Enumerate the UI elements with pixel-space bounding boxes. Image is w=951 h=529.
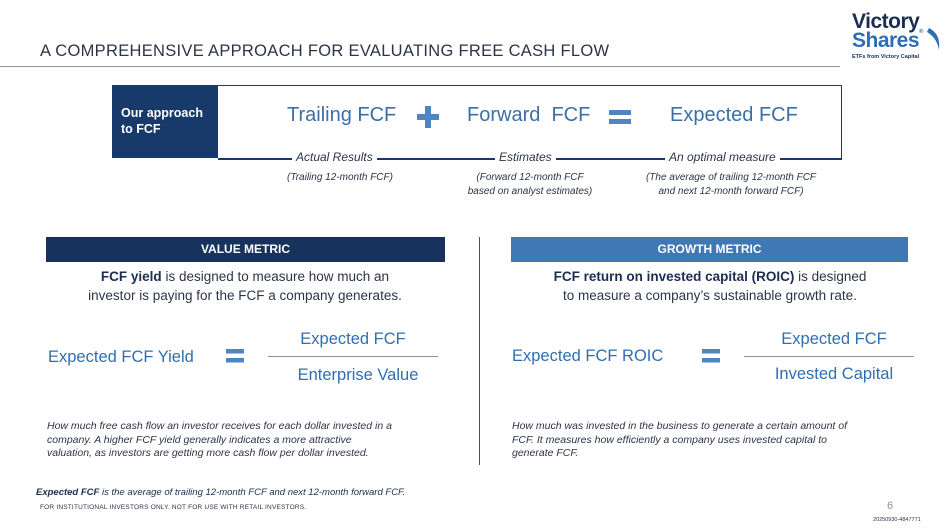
approach-frame [218, 85, 842, 158]
value-equals-icon [226, 349, 244, 363]
growth-metric-description: FCF return on invested capital (ROIC) is… [553, 269, 867, 303]
value-metric-heading: VALUE METRIC [46, 237, 445, 262]
page-number: 6 [887, 500, 894, 512]
optimal-measure-label: An optimal measure [665, 150, 780, 164]
value-metric-note: How much free cash flow an investor rece… [47, 420, 392, 459]
estimates-note: (Forward 12-month FCF based on analyst e… [467, 172, 593, 197]
value-denominator: Enterprise Value [297, 366, 419, 384]
growth-equals-icon [702, 349, 720, 363]
expected-fcf-yield-label: Expected FCF Yield [48, 348, 194, 366]
optimal-measure-note: (The average of trailing 12-month FCF an… [645, 172, 817, 197]
growth-denominator: Invested Capital [774, 365, 894, 383]
actual-results-label: Actual Results [292, 150, 377, 164]
disclaimer: FOR INSTITUTIONAL INVESTORS ONLY. NOT FO… [40, 504, 307, 511]
trailing-fcf-term: Trailing FCF [287, 104, 397, 126]
plus-icon [417, 106, 439, 128]
page-title: A COMPREHENSIVE APPROACH FOR EVALUATING … [40, 42, 610, 60]
value-fraction-bar [268, 356, 438, 357]
document-code: 20250930-4847771 [873, 517, 921, 523]
estimates-label: Estimates [495, 150, 556, 164]
logo-swoosh-icon [927, 28, 940, 50]
expected-fcf-term: Expected FCF [670, 104, 798, 126]
column-divider [479, 237, 480, 465]
equals-icon [609, 110, 631, 124]
growth-metric-heading: GROWTH METRIC [511, 237, 908, 262]
approach-label-box: Our approach to FCF [112, 85, 218, 158]
title-divider [0, 66, 840, 67]
expected-fcf-footnote: Expected FCF is the average of trailing … [36, 487, 406, 498]
growth-numerator: Expected FCF [781, 330, 887, 348]
growth-metric-note: How much was invested in the business to… [512, 420, 848, 459]
victory-shares-logo: Victory Shares® ETFs from Victory Capita… [850, 10, 945, 65]
value-metric-description: FCF yield is designed to measure how muc… [88, 269, 402, 303]
value-numerator: Expected FCF [300, 330, 406, 348]
growth-fraction-bar [744, 356, 914, 357]
logo-line1: Victory [852, 10, 920, 33]
logo-tagline: ETFs from Victory Capital [852, 54, 920, 60]
logo-line2: Shares® [852, 29, 923, 52]
forward-fcf-term: Forward FCF [467, 104, 591, 126]
expected-fcf-roic-label: Expected FCF ROIC [512, 347, 664, 365]
actual-results-note: (Trailing 12-month FCF) [287, 172, 393, 183]
